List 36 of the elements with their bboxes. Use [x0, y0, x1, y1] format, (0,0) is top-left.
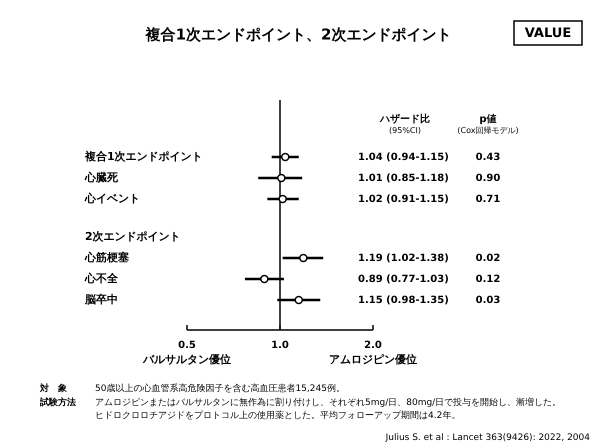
- text: Julius S. et al : Lancet 363(9426): 2022, 2004: [384, 433, 590, 443]
- y-tick-label: 心筋梗塞: [84, 251, 129, 264]
- text: 0.71: [476, 194, 500, 205]
- y-tick-label: 2次エンドポイント: [85, 230, 181, 243]
- data-label: 1.04 (0.94-1.15): [358, 152, 449, 163]
- text: 0.90: [476, 173, 500, 184]
- data-label: 1.19 (1.02-1.38): [358, 253, 449, 264]
- text: ヒドロクロロチアジドをプロトコル上の使用薬とした。平均フォローアップ期間は4.2年。: [95, 410, 460, 421]
- data-label: 1.02 (0.91-1.15): [358, 194, 449, 205]
- data-label: 0.89 (0.77-1.03): [358, 274, 449, 285]
- text: 試験方法: [39, 397, 76, 408]
- data-label: 1.01 (0.85-1.18): [358, 173, 449, 184]
- y-tick-label: 複合1次エンドポイント: [84, 150, 203, 163]
- text: 0.12: [476, 274, 500, 285]
- text: (Cox回帰モデル): [457, 126, 519, 135]
- y-tick-label: 心臓死: [84, 171, 119, 184]
- text: ハザード比: [379, 113, 430, 125]
- text: 0.03: [476, 295, 500, 306]
- text: バルサルタン優位: [142, 353, 231, 366]
- text: アムロジピン優位: [329, 353, 417, 366]
- text: (95%CI): [389, 126, 421, 135]
- text: VALUE: [524, 26, 572, 41]
- chart-title: 複合1次エンドポイント、2次エンドポイント: [144, 25, 452, 44]
- y-tick-label: 脳卒中: [84, 293, 118, 306]
- x-tick-label: 0.5: [178, 340, 196, 351]
- y-tick-label: 心不全: [84, 272, 119, 285]
- text: アムロジピンまたはバルサルタンに無作為に割り付けし、それぞれ5mg/日、80mg/日で投与を開始し、漸増した。: [95, 397, 562, 408]
- text: 0.43: [476, 152, 500, 163]
- text: p値: [479, 113, 497, 125]
- x-tick-label: 2.0: [364, 340, 382, 351]
- x-tick-label: 1.0: [271, 340, 289, 351]
- text: 0.02: [476, 253, 500, 264]
- text: 50歳以上の心血管系高危険因子を含む高血圧患者15,245例。: [95, 383, 345, 394]
- y-tick-label: 心イベント: [84, 192, 140, 205]
- text: 対 象: [39, 383, 67, 394]
- data-label: 1.15 (0.98-1.35): [358, 295, 449, 306]
